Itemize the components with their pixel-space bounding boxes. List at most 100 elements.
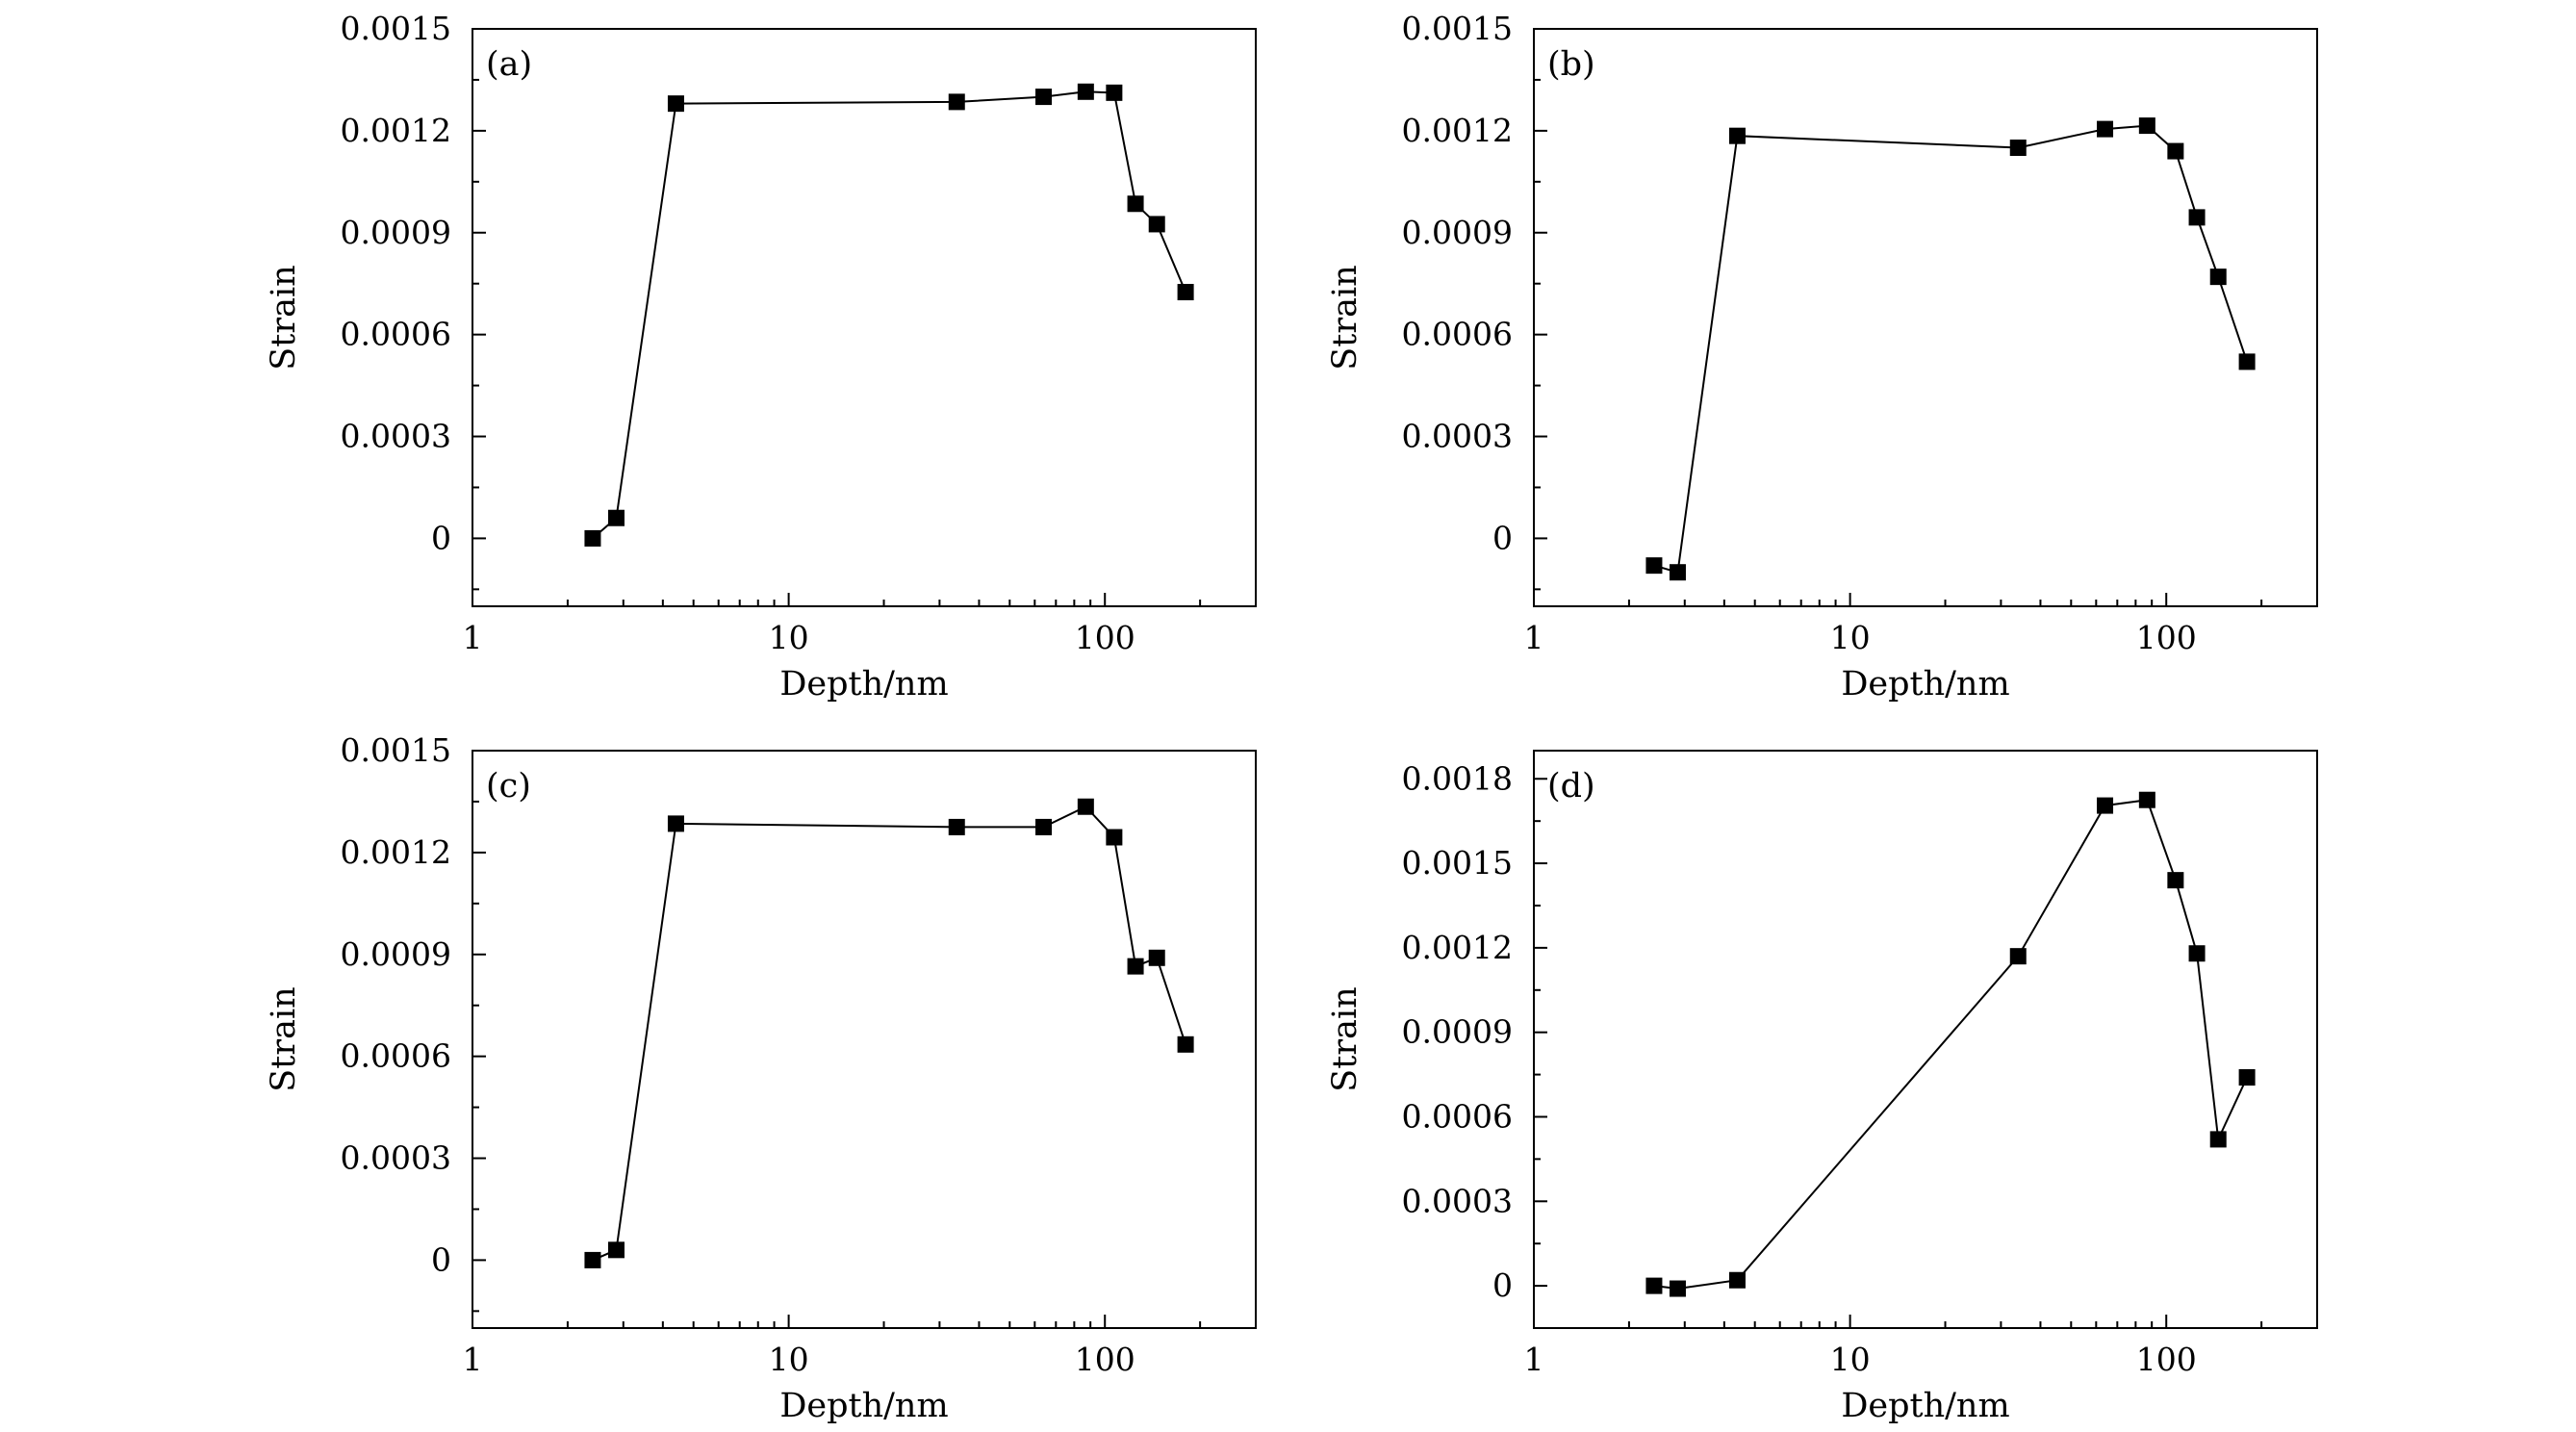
- series-line: [1653, 799, 2249, 1291]
- x-tick-label: 10: [769, 1341, 809, 1378]
- y-tick-label: 0.0009: [1402, 1013, 1513, 1051]
- panel-label: (b): [1547, 45, 1595, 84]
- data-point: [607, 1241, 625, 1259]
- y-tick-label: 0.0003: [1402, 418, 1513, 455]
- y-tick-label: 0.0006: [341, 1037, 451, 1075]
- data-point: [1728, 1271, 1746, 1289]
- x-tick-label: 100: [1075, 619, 1135, 656]
- y-tick-label: 0.0009: [341, 935, 451, 973]
- data-point: [948, 93, 965, 111]
- x-tick-label: 10: [1830, 619, 1871, 656]
- chart-panel-1: 1 10 100 0 0.0003 0.0006 0.0009 0.0012 0.0015 Dep…: [265, 10, 1257, 703]
- chart-panel-4: 1 10 100 0 0.0003 0.0006 0.0009 0.0012 0.0015 0.0…: [1326, 750, 2318, 1425]
- data-point: [2009, 948, 2027, 965]
- data-point: [1669, 1280, 1686, 1297]
- panel-label: (d): [1547, 767, 1595, 806]
- series-line: [592, 805, 1187, 1262]
- y-tick-label: 0.0003: [1402, 1182, 1513, 1219]
- chart-panel-2: 1 10 100 0 0.0003 0.0006 0.0009 0.0012 0.0015 Dep…: [1326, 10, 2318, 703]
- data-point: [1177, 284, 1194, 301]
- y-tick-label: 0.0012: [341, 112, 451, 149]
- x-axis-title: Depth/nm: [1841, 1387, 2009, 1425]
- y-axis-title: Strain: [265, 986, 303, 1091]
- data-point: [2238, 353, 2256, 371]
- data-point: [1127, 195, 1144, 213]
- data-point: [1106, 84, 1123, 101]
- y-tick-label: 0.0009: [341, 214, 451, 251]
- y-tick-label: 0.0015: [341, 731, 451, 769]
- x-axis-title: Depth/nm: [779, 1387, 948, 1425]
- series-line: [1653, 124, 2249, 574]
- plot-frame: [1533, 28, 2318, 607]
- y-tick-label: 0.0015: [1402, 844, 1513, 882]
- y-tick-label: 0.0009: [1402, 214, 1513, 251]
- x-tick-label: 10: [1830, 1341, 1871, 1378]
- data-point: [667, 815, 684, 832]
- data-point: [1645, 557, 1663, 575]
- data-point: [1106, 829, 1123, 846]
- panel-label: (a): [486, 45, 532, 84]
- y-axis-title: Strain: [1326, 265, 1365, 370]
- x-tick-label: 100: [2136, 1341, 2197, 1378]
- data-point: [1177, 1036, 1194, 1053]
- y-tick-label: 0.0003: [341, 418, 451, 455]
- y-tick-label: 0.0006: [1402, 316, 1513, 353]
- data-point: [1148, 949, 1165, 966]
- plot-frame: [1533, 750, 2318, 1329]
- data-point: [2009, 140, 2027, 157]
- panel-label: (c): [486, 767, 531, 806]
- data-point: [2209, 1131, 2227, 1148]
- y-axis-title: Strain: [1326, 986, 1365, 1091]
- y-axis-title: Strain: [265, 265, 303, 370]
- plot-frame: [472, 750, 1257, 1329]
- x-tick-label: 10: [769, 619, 809, 656]
- data-point: [2209, 268, 2227, 286]
- data-point: [1077, 798, 1094, 815]
- x-tick-label: 1: [463, 619, 483, 656]
- x-tick-label: 1: [1524, 1341, 1544, 1378]
- data-point: [1035, 818, 1053, 835]
- chart-panel-3: 1 10 100 0 0.0003 0.0006 0.0009 0.0012 0.0015 Dep…: [265, 731, 1257, 1425]
- data-point: [1127, 958, 1144, 975]
- x-tick-label: 1: [463, 1341, 483, 1378]
- x-axis-title: Depth/nm: [1841, 665, 2009, 703]
- y-tick-label: 0.0006: [341, 316, 451, 353]
- data-point: [1728, 127, 1746, 144]
- y-tick-label: 0.0015: [341, 10, 451, 47]
- data-point: [2097, 797, 2114, 814]
- data-point: [2188, 945, 2206, 962]
- y-tick-label: 0.0003: [341, 1139, 451, 1177]
- data-point: [2188, 209, 2206, 226]
- y-tick-label: 0.0018: [1402, 759, 1513, 797]
- y-tick-label: 0: [1492, 519, 1513, 556]
- data-point: [584, 1251, 601, 1268]
- x-tick-label: 100: [1075, 1341, 1135, 1378]
- data-point: [2097, 120, 2114, 138]
- plot-frame: [472, 28, 1257, 607]
- y-tick-label: 0.0012: [1402, 929, 1513, 966]
- data-point: [2238, 1069, 2256, 1087]
- series-line: [592, 90, 1187, 540]
- x-axis-title: Depth/nm: [779, 665, 948, 703]
- y-tick-label: 0.0012: [1402, 112, 1513, 149]
- y-tick-label: 0: [1492, 1266, 1513, 1304]
- data-point: [1077, 83, 1094, 100]
- y-tick-label: 0.0012: [341, 833, 451, 871]
- y-tick-label: 0: [431, 1240, 451, 1278]
- data-point: [1645, 1277, 1663, 1294]
- data-point: [1148, 216, 1165, 233]
- data-point: [667, 95, 684, 113]
- y-tick-label: 0.0015: [1402, 10, 1513, 47]
- data-point: [1035, 89, 1053, 106]
- data-point: [948, 818, 965, 835]
- x-tick-label: 100: [2136, 619, 2197, 656]
- data-point: [607, 509, 625, 526]
- data-point: [2167, 142, 2184, 160]
- y-tick-label: 0: [431, 519, 451, 556]
- data-point: [2138, 117, 2155, 135]
- data-point: [2167, 872, 2184, 889]
- data-point: [584, 529, 601, 547]
- x-tick-label: 1: [1524, 619, 1544, 656]
- data-point: [2138, 791, 2155, 808]
